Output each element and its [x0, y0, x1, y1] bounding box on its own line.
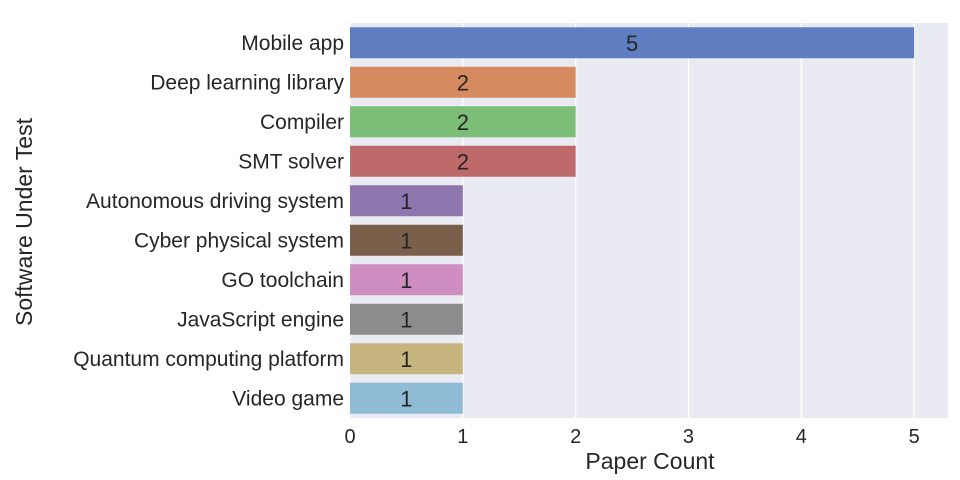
bar	[350, 343, 463, 375]
bar	[350, 224, 463, 256]
x-tick-label: 4	[796, 426, 807, 448]
x-axis-tick-labels: 0 1 2 3 4 5	[344, 426, 919, 448]
y-category-label: Autonomous driving system	[86, 190, 344, 213]
bar-value-label: 2	[457, 70, 469, 95]
bar	[350, 145, 576, 177]
bar	[350, 264, 463, 296]
x-tick-label: 3	[683, 426, 694, 448]
x-tick-label: 5	[909, 426, 920, 448]
x-tick-label: 1	[457, 426, 468, 448]
y-category-label: Quantum computing platform	[73, 348, 344, 371]
bar	[350, 66, 576, 98]
bar-value-label: 1	[400, 268, 412, 293]
bar	[350, 382, 463, 414]
bar-value-labels: 5 2 2 2 1 1 1 1 1 1	[400, 31, 638, 412]
x-axis-title: Paper Count	[585, 448, 715, 474]
x-tick-label: 0	[344, 426, 355, 448]
bar-value-label: 2	[457, 149, 469, 174]
bar	[350, 106, 576, 138]
bar	[350, 27, 915, 59]
y-category-label: Deep learning library	[150, 71, 344, 94]
bar	[350, 303, 463, 335]
y-axis-title: Software Under Test	[11, 117, 37, 326]
y-category-label: Mobile app	[241, 32, 344, 55]
bar	[350, 185, 463, 217]
y-category-label: Cyber physical system	[134, 229, 344, 252]
x-tick-label: 2	[570, 426, 581, 448]
bar-value-label: 5	[626, 31, 638, 56]
y-category-label: SMT solver	[238, 150, 344, 173]
y-category-label: Compiler	[260, 111, 344, 134]
bar-value-label: 1	[400, 189, 412, 214]
y-category-label: Video game	[232, 387, 344, 410]
bar-value-label: 1	[400, 386, 412, 411]
bar-value-label: 1	[400, 307, 412, 332]
bar-value-label: 2	[457, 110, 469, 135]
bars	[350, 27, 915, 414]
y-axis-category-labels: Mobile app Deep learning library Compiler S…	[73, 32, 344, 411]
bar-value-label: 1	[400, 228, 412, 253]
y-category-label: JavaScript engine	[177, 308, 344, 331]
bar-value-label: 1	[400, 347, 412, 372]
y-category-label: GO toolchain	[221, 269, 344, 292]
